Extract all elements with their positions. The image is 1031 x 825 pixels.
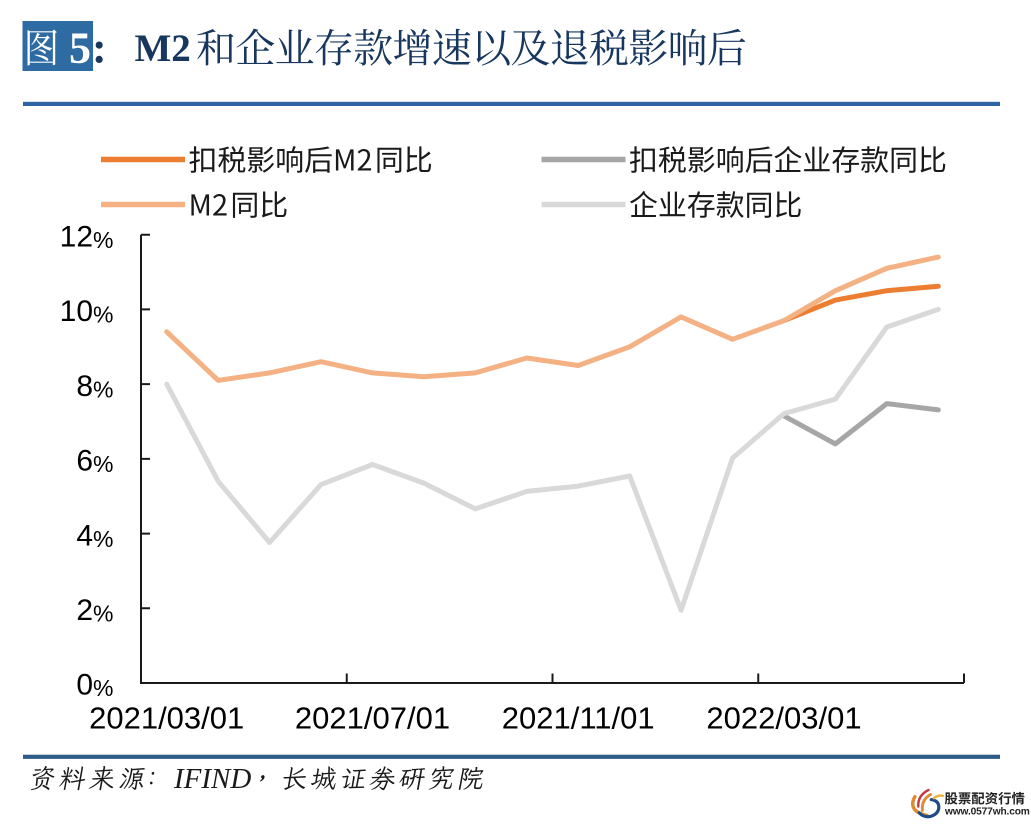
svg-text:IFIND: IFIND [173,763,251,795]
svg-text::: : [92,23,107,72]
svg-text:5: 5 [69,23,91,72]
svg-text:8%: 8% [76,370,113,403]
svg-text:6%: 6% [76,445,113,478]
svg-text:4%: 4% [76,519,113,552]
svg-text:M2: M2 [135,27,191,70]
svg-text:0%: 0% [76,669,113,702]
svg-text:2022/03/01: 2022/03/01 [706,701,861,736]
svg-text:www.0577wh.com: www.0577wh.com [944,806,1030,817]
svg-text:2%: 2% [76,594,113,627]
svg-text:2021/11/01: 2021/11/01 [502,701,655,736]
svg-text:2021/07/01: 2021/07/01 [295,701,450,736]
svg-text:12%: 12% [60,220,114,253]
svg-text:10%: 10% [60,295,114,328]
svg-text:2021/03/01: 2021/03/01 [89,701,244,736]
